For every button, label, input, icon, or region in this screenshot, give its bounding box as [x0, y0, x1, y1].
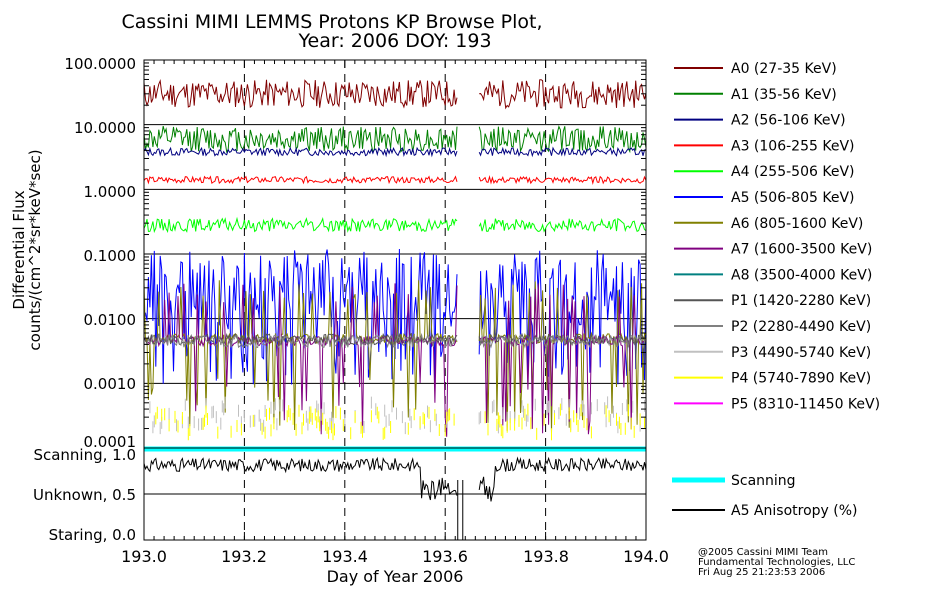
flux-ytick-label: 0.1000 [84, 247, 137, 265]
series-line-A2 [478, 146, 647, 158]
anisotropy-line [143, 456, 458, 501]
series-line-P2 [479, 333, 647, 350]
xtick-label: 193.6 [422, 547, 468, 566]
legend-label: A0 (27-35 KeV) [731, 61, 837, 77]
flux-ytick-label: 100.0000 [64, 55, 136, 73]
credit-line: Fundamental Technologies, LLC [698, 557, 855, 568]
xtick-label: 193.0 [121, 547, 167, 566]
series-line-A5 [143, 248, 458, 385]
legend-label: A2 (56-106 KeV) [731, 113, 846, 129]
legend-label: A3 (106-255 KeV) [731, 138, 854, 154]
legend-label: Scanning [731, 473, 796, 489]
flux-ytick-label: 0.0001 [84, 433, 137, 451]
status-ytick-label: Unknown, 0.5 [33, 486, 136, 504]
flux-ytick-label: 1.0000 [84, 183, 137, 201]
legend-label: A5 Anisotropy (%) [731, 503, 858, 519]
legend-label: P3 (4490-5740 KeV) [731, 345, 871, 361]
credit-line: @2005 Cassini MIMI Team [698, 547, 828, 558]
series-line-A7 [478, 283, 647, 435]
legend-label: P1 (1420-2280 KeV) [731, 293, 871, 309]
flux-ytick-label: 10.0000 [74, 119, 136, 137]
legend-label: A8 (3500-4000 KeV) [731, 267, 872, 283]
credit-line: Fri Aug 25 21:23:53 2006 [698, 567, 825, 578]
series-line-A1 [478, 125, 647, 154]
series-line-A4 [143, 216, 458, 234]
flux-ylabel-line1: Differential Flux [10, 190, 28, 309]
status-ytick-label: Scanning, 1.0 [33, 446, 136, 464]
legend-label: A1 (35-56 KeV) [731, 87, 837, 103]
legend-label: A4 (255-506 KeV) [731, 164, 854, 180]
series-line-A3 [143, 175, 458, 185]
legend-label: P5 (8310-11450 KeV) [731, 396, 880, 412]
series-line-P2 [143, 332, 458, 349]
xtick-label: 193.4 [322, 547, 368, 566]
anisotropy-line [478, 456, 647, 502]
plot-frames [143, 59, 647, 541]
series-line-A4 [478, 217, 647, 233]
series-line-P4 [484, 403, 647, 441]
legend-label: P2 (2280-4490 KeV) [731, 319, 871, 335]
legend-label: P4 (5740-7890 KeV) [731, 371, 871, 387]
flux-ytick-label: 0.0010 [84, 375, 137, 393]
legend-label: A5 (506-805 KeV) [731, 190, 854, 206]
xtick-label: 193.2 [221, 547, 267, 566]
chart-subtitle: Year: 2006 DOY: 193 [297, 30, 491, 52]
flux-ytick-label: 0.0100 [84, 311, 137, 329]
series-line-A0 [143, 79, 458, 109]
xtick-label: 194.0 [623, 547, 669, 566]
x-axis-label: Day of Year 2006 [327, 567, 464, 586]
flux-ylabel-line2: counts/(cm^2*sr*keV*sec) [26, 149, 44, 350]
series-line-A3 [478, 174, 647, 185]
series-line-P4 [155, 404, 455, 441]
series-line-A1 [143, 125, 458, 154]
legend-label: A6 (805-1600 KeV) [731, 216, 863, 232]
chart-title: Cassini MIMI LEMMS Protons KP Browse Plo… [121, 11, 542, 33]
legend: A0 (27-35 KeV) A1 (35-56 KeV) A2 (56-106 K… [672, 61, 880, 519]
legend-label: A7 (1600-3500 KeV) [731, 242, 872, 258]
series-line-A2 [143, 146, 458, 158]
status-ytick-label: Staring, 0.0 [49, 526, 136, 544]
data-series [143, 79, 647, 540]
series-line-A0 [479, 79, 647, 110]
xtick-label: 193.8 [523, 547, 569, 566]
